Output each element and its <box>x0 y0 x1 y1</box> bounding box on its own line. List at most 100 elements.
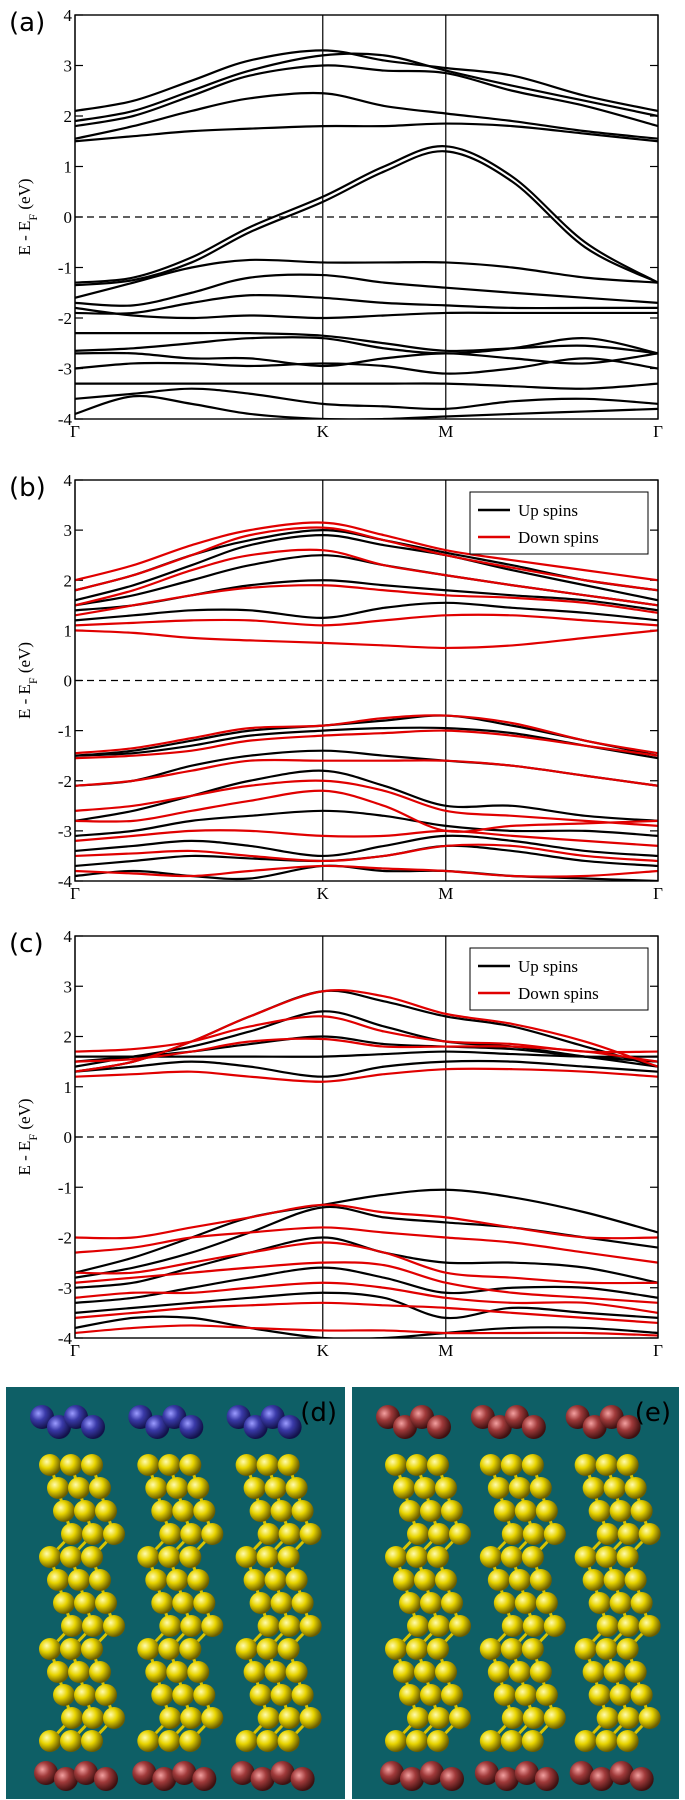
bottom-atom <box>290 1767 315 1791</box>
atom <box>588 1684 611 1706</box>
atom <box>616 1730 639 1752</box>
band-line <box>75 336 658 355</box>
y-tick-label: 3 <box>64 521 73 540</box>
atom <box>264 1569 287 1591</box>
atom <box>521 1730 544 1752</box>
atom <box>596 1707 619 1729</box>
atom <box>137 1730 160 1752</box>
atom <box>257 1523 280 1545</box>
bottom-atom <box>400 1767 424 1791</box>
atom <box>522 1707 545 1729</box>
cap-atom <box>427 1415 451 1439</box>
atom <box>179 1454 202 1476</box>
atom <box>299 1707 322 1729</box>
atom <box>158 1454 181 1476</box>
atom <box>60 1638 82 1660</box>
atom <box>145 1661 168 1683</box>
band-line <box>75 989 658 1073</box>
x-tick-label: Γ <box>70 422 80 441</box>
atom <box>53 1500 75 1522</box>
atom <box>529 1661 552 1683</box>
atom <box>428 1523 450 1545</box>
atom <box>159 1707 182 1729</box>
atom <box>407 1707 429 1729</box>
y-tick-label: 4 <box>64 471 73 490</box>
atom <box>385 1730 407 1752</box>
atom <box>151 1684 174 1706</box>
cap-atom <box>179 1415 204 1439</box>
atom <box>393 1477 415 1499</box>
band-line <box>75 273 658 307</box>
plot-frame <box>74 935 659 1339</box>
x-tick-label: Γ <box>70 884 80 903</box>
atom <box>81 1546 103 1568</box>
legend-label: Down spins <box>518 528 599 547</box>
y-label-sub: F <box>26 1134 40 1141</box>
atom <box>428 1615 450 1637</box>
band-line <box>75 1037 658 1063</box>
atom <box>243 1661 266 1683</box>
atom <box>595 1638 618 1660</box>
band-line <box>75 829 658 848</box>
atom <box>89 1477 111 1499</box>
bottom-atom <box>380 1761 404 1785</box>
panel-label: (e) <box>635 1398 671 1428</box>
atom <box>535 1500 558 1522</box>
atom <box>277 1638 300 1660</box>
band-line <box>75 1301 658 1325</box>
atom <box>574 1454 597 1476</box>
band-line <box>75 293 658 315</box>
atom <box>574 1730 597 1752</box>
atom <box>595 1546 618 1568</box>
band-line <box>75 758 658 787</box>
band-line <box>75 1324 658 1337</box>
bottom-atom <box>250 1767 275 1791</box>
atom <box>166 1569 189 1591</box>
atom <box>574 1638 597 1660</box>
bottom-atom <box>629 1767 654 1791</box>
atom <box>487 1569 510 1591</box>
atom <box>193 1684 216 1706</box>
band-line <box>75 91 658 140</box>
atom <box>137 1454 160 1476</box>
atom <box>385 1454 407 1476</box>
atom <box>256 1454 279 1476</box>
band-line <box>75 601 658 622</box>
atom <box>529 1477 552 1499</box>
bottom-atom <box>569 1761 594 1785</box>
atom <box>393 1569 415 1591</box>
band-line <box>75 726 658 760</box>
atom <box>406 1546 428 1568</box>
atom <box>256 1638 279 1660</box>
atom <box>81 1638 103 1660</box>
atom <box>249 1684 272 1706</box>
x-tick-label: M <box>438 884 453 903</box>
panel-label: (b) <box>9 473 46 503</box>
y-label-text: E - E <box>15 1141 34 1176</box>
atom <box>595 1730 618 1752</box>
atom <box>508 1661 531 1683</box>
band-line <box>75 714 658 755</box>
bottom-atom <box>494 1767 519 1791</box>
atom <box>249 1592 272 1614</box>
atom <box>256 1730 279 1752</box>
band-line <box>75 613 658 627</box>
atom <box>81 1454 103 1476</box>
cap-atom <box>277 1415 302 1439</box>
x-tick-label: K <box>317 422 330 441</box>
atom <box>595 1454 618 1476</box>
atom <box>479 1454 502 1476</box>
y-tick-label: -3 <box>58 1279 72 1298</box>
atom <box>574 1546 597 1568</box>
plot-frame <box>74 14 659 420</box>
atom <box>82 1707 104 1729</box>
atom <box>285 1661 308 1683</box>
atom <box>406 1454 428 1476</box>
band-line <box>75 331 658 355</box>
atom <box>270 1500 293 1522</box>
panel-label: (d) <box>300 1398 337 1428</box>
y-tick-label: 3 <box>64 977 73 996</box>
atom <box>39 1454 61 1476</box>
atom <box>399 1592 421 1614</box>
band-line <box>75 49 658 113</box>
